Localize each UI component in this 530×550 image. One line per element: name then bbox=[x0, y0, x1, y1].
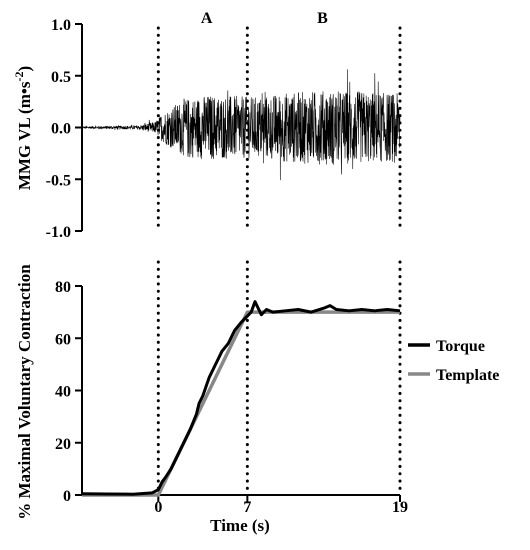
torque-x-tick-label: 19 bbox=[392, 499, 408, 516]
torque-panel: 80 60 40 20 0 0 7 19 % Maximal Voluntary Contr… bbox=[15, 260, 499, 535]
mmg-y-tick-label: 0.0 bbox=[51, 121, 71, 138]
torque-phase-lines bbox=[156, 260, 402, 497]
mmg-ylabel-sup: -2 bbox=[12, 72, 26, 82]
mmg-series bbox=[81, 69, 401, 181]
torque-y-tick-label: 20 bbox=[55, 436, 71, 453]
torque-y-tick-label: 80 bbox=[55, 279, 71, 296]
mmg-y-tick-label: 1.0 bbox=[51, 17, 71, 34]
torque-series bbox=[81, 300, 401, 497]
torque-x-tick-label: 0 bbox=[154, 499, 162, 516]
torque-y-axis: 80 60 40 20 0 bbox=[55, 279, 83, 505]
legend-label-template: Template bbox=[436, 367, 499, 384]
series-torque-line bbox=[81, 300, 401, 496]
mmg-y-tick-label: 0.5 bbox=[51, 69, 71, 86]
mmg-y-axis-label: MMG VL (m•s-2) bbox=[12, 66, 34, 190]
legend: Torque Template bbox=[408, 338, 499, 384]
torque-x-tick-label: 7 bbox=[243, 499, 251, 516]
mmg-ylabel-close: ) bbox=[15, 66, 34, 72]
phase-label-b: B bbox=[317, 10, 328, 27]
torque-x-axis: 0 7 19 bbox=[82, 494, 408, 516]
mmg-signal-line bbox=[81, 69, 401, 181]
torque-y-tick-label: 0 bbox=[63, 488, 71, 505]
mmg-y-axis: 1.0 0.5 0.0 -0.5 -1.0 bbox=[46, 17, 83, 241]
torque-x-axis-label: Time (s) bbox=[210, 516, 270, 535]
torque-y-axis-label: % Maximal Voluntary Contraction bbox=[15, 264, 34, 520]
series-template-line bbox=[82, 310, 400, 497]
legend-label-torque: Torque bbox=[436, 338, 485, 355]
mmg-y-tick-label: -1.0 bbox=[46, 224, 71, 241]
phase-label-a: A bbox=[201, 10, 213, 27]
torque-y-tick-label: 40 bbox=[55, 384, 71, 401]
torque-y-tick-label: 60 bbox=[55, 331, 71, 348]
mmg-ylabel-main: MMG VL (m•s bbox=[15, 81, 34, 190]
mmg-y-tick-label: -0.5 bbox=[46, 172, 71, 189]
